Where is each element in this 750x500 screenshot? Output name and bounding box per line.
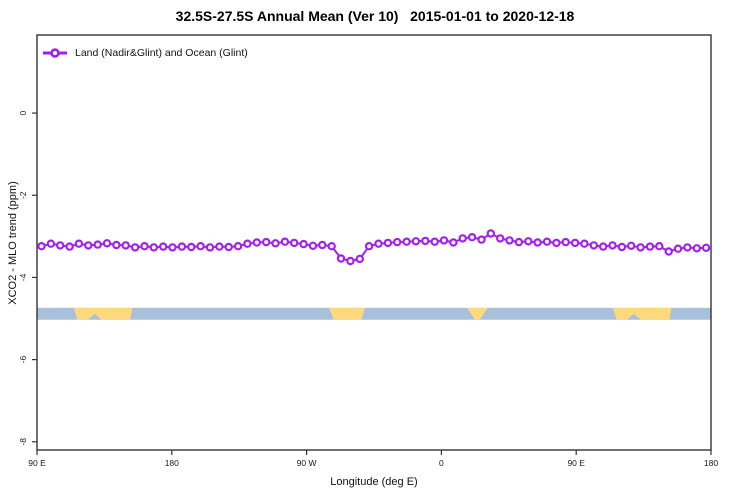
data-point: [692, 244, 702, 253]
y-axis-label: XCO2 - MLO trend (ppm): [7, 181, 19, 305]
data-point: [430, 237, 439, 246]
data-point: [364, 241, 374, 251]
data-point: [130, 243, 140, 252]
data-point: [599, 242, 608, 251]
data-point: [477, 235, 486, 244]
data-point: [215, 242, 224, 251]
data-point: [393, 237, 402, 247]
ocean-band: [37, 307, 711, 320]
data-point: [93, 240, 102, 249]
data-point: [589, 241, 599, 250]
data-point: [121, 241, 130, 250]
data-point: [533, 238, 542, 247]
data-point: [262, 237, 271, 247]
data-point: [102, 239, 112, 248]
data-point: [74, 239, 84, 248]
data-point: [290, 238, 299, 248]
y-tick-label: -6: [18, 356, 28, 364]
land-patch: [466, 307, 488, 320]
data-point: [496, 234, 505, 243]
land-patch: [73, 307, 133, 320]
data-point: [449, 238, 458, 247]
data-point: [402, 237, 411, 246]
data-point: [46, 239, 56, 248]
data-point: [308, 241, 318, 250]
data-point: [524, 237, 533, 246]
data-point: [233, 241, 243, 251]
data-point: [271, 239, 280, 248]
y-tick-label: -4: [18, 273, 28, 281]
data-point: [683, 243, 692, 252]
data-point: [636, 243, 645, 252]
data-point: [65, 242, 74, 251]
legend-label: Land (Nadir&Glint) and Ocean (Glint): [75, 47, 248, 59]
data-point: [645, 242, 655, 251]
data-point: [327, 241, 336, 251]
plot-border: [36, 34, 712, 451]
data-point: [196, 241, 205, 251]
data-point: [252, 238, 261, 247]
data-point: [224, 242, 233, 252]
data-point: [355, 254, 364, 264]
data-point: [542, 237, 552, 246]
data-point: [318, 240, 327, 250]
data-point: [158, 242, 168, 251]
data-point: [421, 236, 430, 246]
x-axis-label: Longitude (deg E): [330, 476, 418, 488]
data-point: [374, 239, 383, 248]
y-tick-label: 0: [18, 110, 28, 115]
data-point: [580, 239, 589, 248]
data-point: [56, 241, 65, 250]
data-point: [37, 241, 46, 251]
x-tick-label: 0: [439, 458, 444, 468]
data-point: [458, 234, 467, 243]
data-point: [514, 237, 524, 247]
x-tick-label: 90 E: [567, 458, 585, 468]
data-point: [570, 238, 580, 248]
legend-marker-icon: [43, 48, 67, 58]
data-point: [243, 239, 252, 248]
land-patch: [612, 307, 672, 320]
data-point: [187, 242, 196, 252]
y-tick-label: -2: [18, 191, 28, 199]
x-tick-label: 90 W: [297, 458, 317, 468]
data-point: [486, 229, 495, 238]
legend: Land (Nadir&Glint) and Ocean (Glint): [42, 45, 248, 61]
data-point: [627, 241, 636, 250]
data-point: [205, 243, 215, 252]
data-point: [177, 242, 187, 251]
data-point: [346, 256, 355, 266]
data-point: [505, 236, 514, 245]
data-point: [673, 244, 683, 253]
y-tick-label: -8: [18, 438, 28, 446]
data-point: [608, 241, 617, 250]
x-tick-label: 180: [704, 458, 718, 468]
x-tick-label: 180: [165, 458, 179, 468]
data-point: [280, 237, 290, 246]
data-point: [299, 239, 308, 249]
data-point: [168, 243, 177, 252]
data-point: [112, 240, 121, 250]
data-point: [701, 243, 711, 252]
data-point: [336, 254, 346, 263]
data-point: [561, 237, 570, 247]
data-point: [439, 236, 449, 245]
data-point: [655, 241, 664, 251]
data-point: [383, 238, 393, 248]
data-point: [84, 241, 93, 250]
data-point: [140, 241, 149, 251]
chart-title: 32.5S-27.5S Annual Mean (Ver 10) 2015-01…: [175, 8, 575, 24]
data-point: [552, 238, 561, 248]
data-point: [149, 243, 158, 252]
x-tick-label: 90 E: [28, 458, 46, 468]
land-patch: [329, 307, 365, 320]
data-point: [411, 237, 421, 246]
data-point: [467, 232, 477, 242]
data-point: [617, 242, 627, 252]
data-point: [664, 247, 673, 256]
